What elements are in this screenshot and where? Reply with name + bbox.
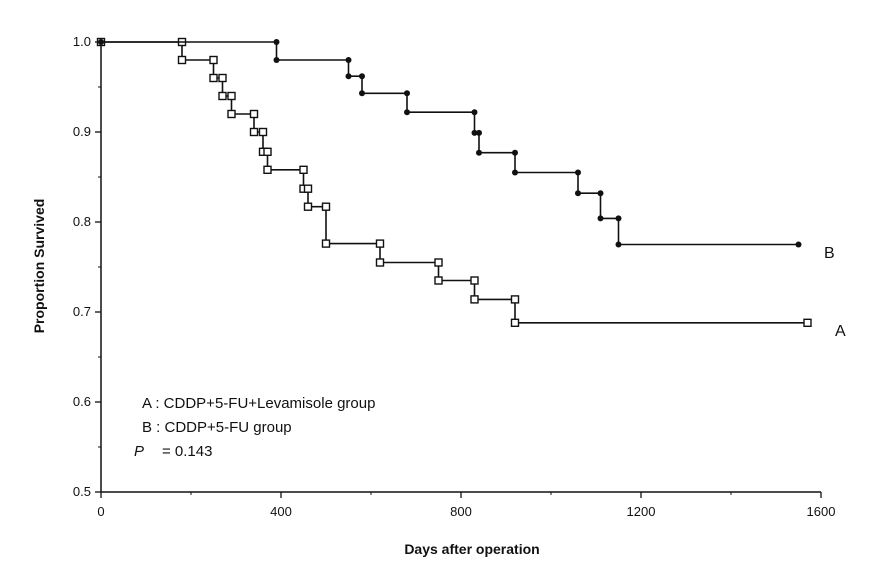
series-a-point [258, 127, 268, 137]
series-a-point [434, 276, 443, 285]
series-b-point [476, 129, 482, 136]
series-a-point [321, 202, 331, 211]
series-a-point [375, 258, 385, 267]
series-a-point [177, 55, 187, 65]
x-axis-title: Days after operation [404, 541, 539, 557]
series-a-point [249, 127, 259, 137]
series-b-point [597, 215, 604, 222]
y-tick-label: 0.8 [73, 214, 91, 229]
x-tick-label: 400 [270, 504, 292, 519]
series-a-point [218, 73, 227, 83]
x-tick-label: 800 [450, 504, 472, 519]
series-a-point [470, 295, 479, 304]
series-a-point [263, 147, 272, 157]
series-b-point [404, 109, 410, 116]
series-a-point [209, 73, 218, 83]
series-layer [96, 37, 812, 327]
series-a-point [263, 165, 272, 175]
series-a-point [209, 55, 218, 65]
y-axis-title: Proportion Survived [31, 199, 47, 334]
series-b-point [273, 39, 280, 45]
series-a-point [510, 295, 520, 304]
series-a-end-label: A [835, 323, 846, 340]
series-b-point [476, 149, 482, 156]
series-b-point [795, 241, 802, 248]
series-b-point [98, 39, 104, 45]
series-a-point [803, 318, 812, 327]
series-b-point [359, 73, 365, 80]
series-a-point [299, 165, 308, 175]
series-b-point [359, 90, 365, 97]
series-b-point [575, 169, 581, 176]
series-b-point [345, 57, 352, 63]
x-tick-label: 1200 [627, 504, 656, 519]
series-b-point [512, 169, 518, 176]
series-b-point [273, 57, 280, 63]
series-a-point [321, 239, 331, 248]
series-b-point [512, 149, 518, 156]
series-b-end-label: B [824, 245, 835, 262]
series-a-point [218, 91, 227, 101]
series-b-point [615, 241, 622, 248]
series-b-point [404, 90, 410, 97]
series-a-point [227, 109, 236, 119]
p-label: P [134, 443, 144, 460]
p-value: = 0.143 [162, 443, 212, 460]
series-a-point [375, 239, 385, 248]
series-b-point [345, 73, 352, 80]
x-tick-label: 0 [97, 504, 104, 519]
series-b-point [471, 109, 478, 116]
series-b-point [575, 190, 581, 197]
axis-ticks: 0.5 0.6 0.7 0.8 0.9 1.0 0 400 800 1200 1600 [73, 34, 836, 519]
series-a-point [303, 202, 313, 211]
x-tick-label: 1600 [807, 504, 836, 519]
series-a-point [303, 184, 313, 193]
legend-entry-a: A : CDDP+5-FU+Levamisole group [142, 395, 375, 412]
y-tick-label: 0.6 [73, 394, 91, 409]
series-a-point [227, 91, 236, 101]
y-tick-label: 0.9 [73, 124, 91, 139]
series-a-point [434, 258, 443, 267]
series-b-line [101, 41, 799, 246]
series-a-point [510, 318, 520, 327]
series-a-point [249, 109, 259, 119]
series-b-point [597, 190, 604, 197]
series-a-line [101, 41, 808, 324]
y-tick-label: 0.5 [73, 484, 91, 499]
series-b-point [471, 129, 478, 136]
legend-entry-b: B : CDDP+5-FU group [142, 419, 292, 436]
series-b-point [615, 215, 622, 222]
y-tick-label: 0.7 [73, 304, 91, 319]
y-tick-label: 1.0 [73, 34, 91, 49]
series-a-point [470, 276, 479, 285]
